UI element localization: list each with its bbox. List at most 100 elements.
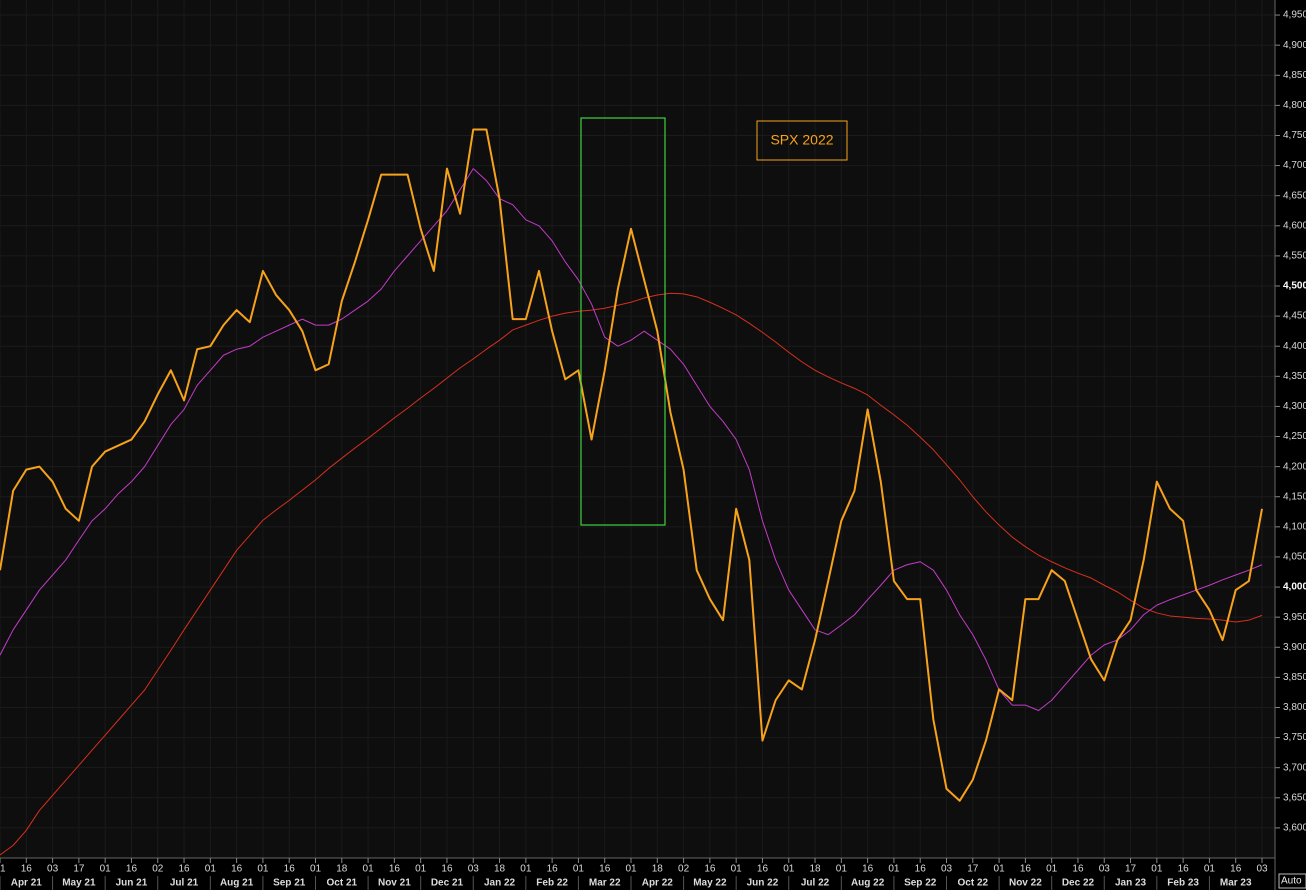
month-label: Mar 22 — [589, 878, 621, 889]
y-tick-label: 3,800 — [1283, 702, 1306, 713]
highlight-box — [580, 117, 666, 526]
x-tick-label: 03 — [941, 864, 953, 875]
x-axis-background — [0, 858, 1275, 890]
x-tick-label: 16 — [1230, 864, 1242, 875]
x-tick-label: 01 — [625, 864, 637, 875]
y-tick-label: 3,600 — [1283, 823, 1306, 834]
x-tick-label: 16 — [599, 864, 611, 875]
series-line — [0, 292, 1263, 856]
month-label: Dec 22 — [1062, 878, 1095, 889]
month-label: Jan 22 — [484, 878, 516, 889]
x-tick-label: 16 — [757, 864, 769, 875]
y-tick-label: 4,850 — [1283, 70, 1306, 81]
y-tick-label: 4,350 — [1283, 371, 1306, 382]
x-tick-label: 16 — [178, 864, 190, 875]
month-label: Mar 23 — [1220, 878, 1252, 889]
y-tick-label: 3,650 — [1283, 792, 1306, 803]
x-tick-label: 16 — [284, 864, 296, 875]
x-tick-label: 01 — [1046, 864, 1058, 875]
month-label: Apr 22 — [642, 878, 674, 889]
x-tick-label: 03 — [468, 864, 480, 875]
plot-background — [0, 0, 1275, 858]
x-tick-label: 16 — [126, 864, 138, 875]
x-tick-label: 17 — [967, 864, 979, 875]
x-tick-label: 03 — [1099, 864, 1111, 875]
annotation-box — [756, 120, 848, 161]
y-tick-label: 4,900 — [1283, 40, 1306, 51]
x-tick-label: 16 — [547, 864, 559, 875]
month-label: Jul 22 — [801, 878, 830, 889]
x-tick-label: 01 — [0, 864, 6, 875]
x-tick-label: 16 — [441, 864, 453, 875]
x-tick-label: 02 — [678, 864, 690, 875]
y-tick-label: 4,550 — [1283, 251, 1306, 262]
x-tick-label: 01 — [363, 864, 375, 875]
y-tick-label: 4,250 — [1283, 431, 1306, 442]
y-tick-label: 4,500 — [1283, 281, 1306, 292]
x-tick-label: 01 — [731, 864, 743, 875]
x-tick-label: 01 — [573, 864, 585, 875]
x-tick-label: 16 — [862, 864, 874, 875]
grid — [0, 0, 1275, 858]
x-tick-label: 18 — [809, 864, 821, 875]
month-label: Aug 22 — [851, 878, 885, 889]
month-label: Oct 21 — [327, 878, 358, 889]
scale-mode[interactable]: Auto — [1281, 876, 1302, 887]
x-tick-label: 01 — [836, 864, 848, 875]
x-tick-label: 18 — [494, 864, 506, 875]
series-group — [0, 128, 1263, 856]
x-tick-label: 18 — [652, 864, 664, 875]
y-tick-label: 4,800 — [1283, 100, 1306, 111]
x-tick-label: 16 — [1020, 864, 1032, 875]
month-label: Oct 22 — [958, 878, 989, 889]
y-tick-label: 4,950 — [1283, 10, 1306, 21]
x-tick-label: 17 — [1125, 864, 1137, 875]
month-label: Feb 23 — [1167, 878, 1199, 889]
x-tick-label: 01 — [994, 864, 1006, 875]
month-label: Sep 21 — [273, 878, 306, 889]
month-label: Sep 22 — [904, 878, 937, 889]
month-label: Aug 21 — [220, 878, 254, 889]
y-tick-label: 3,950 — [1283, 612, 1306, 623]
x-tick-label: 16 — [915, 864, 927, 875]
month-label: Dec 21 — [431, 878, 464, 889]
x-tick-label: 03 — [47, 864, 59, 875]
x-tick-label: 01 — [888, 864, 900, 875]
month-label: Jun 22 — [747, 878, 779, 889]
series-line — [0, 128, 1263, 802]
x-tick-label: 16 — [704, 864, 716, 875]
y-tick-label: 4,100 — [1283, 521, 1306, 532]
y-tick-label: 4,300 — [1283, 401, 1306, 412]
y-axis-background — [1275, 0, 1306, 890]
y-tick-label: 4,750 — [1283, 130, 1306, 141]
month-label: Feb 22 — [536, 878, 568, 889]
y-tick-label: 4,200 — [1283, 461, 1306, 472]
series-line — [0, 168, 1263, 711]
x-tick-label: 01 — [257, 864, 269, 875]
scale-mode-box[interactable] — [1278, 873, 1306, 889]
y-tick-label: 4,050 — [1283, 552, 1306, 563]
x-tick-label: 16 — [1178, 864, 1190, 875]
y-tick-label: 4,400 — [1283, 341, 1306, 352]
x-tick-label: 01 — [783, 864, 795, 875]
x-tick-label: 01 — [520, 864, 532, 875]
x-tick-label: 01 — [310, 864, 322, 875]
month-label: Jan 23 — [1115, 878, 1147, 889]
y-tick-label: 4,650 — [1283, 190, 1306, 201]
month-label: Jun 21 — [116, 878, 148, 889]
x-tick-label: 01 — [100, 864, 112, 875]
y-tick-label: 4,700 — [1283, 160, 1306, 171]
x-tick-label: 01 — [415, 864, 427, 875]
x-tick-label: 17 — [73, 864, 85, 875]
y-tick-label: 3,700 — [1283, 762, 1306, 773]
y-tick-label: 4,000 — [1283, 582, 1306, 593]
y-tick-label: 4,450 — [1283, 311, 1306, 322]
x-tick-label: 16 — [1072, 864, 1084, 875]
x-tick-label: 16 — [231, 864, 243, 875]
annotation: SPX 2022 — [770, 132, 833, 148]
month-label: Nov 22 — [1009, 878, 1042, 889]
month-label: Jul 21 — [170, 878, 199, 889]
